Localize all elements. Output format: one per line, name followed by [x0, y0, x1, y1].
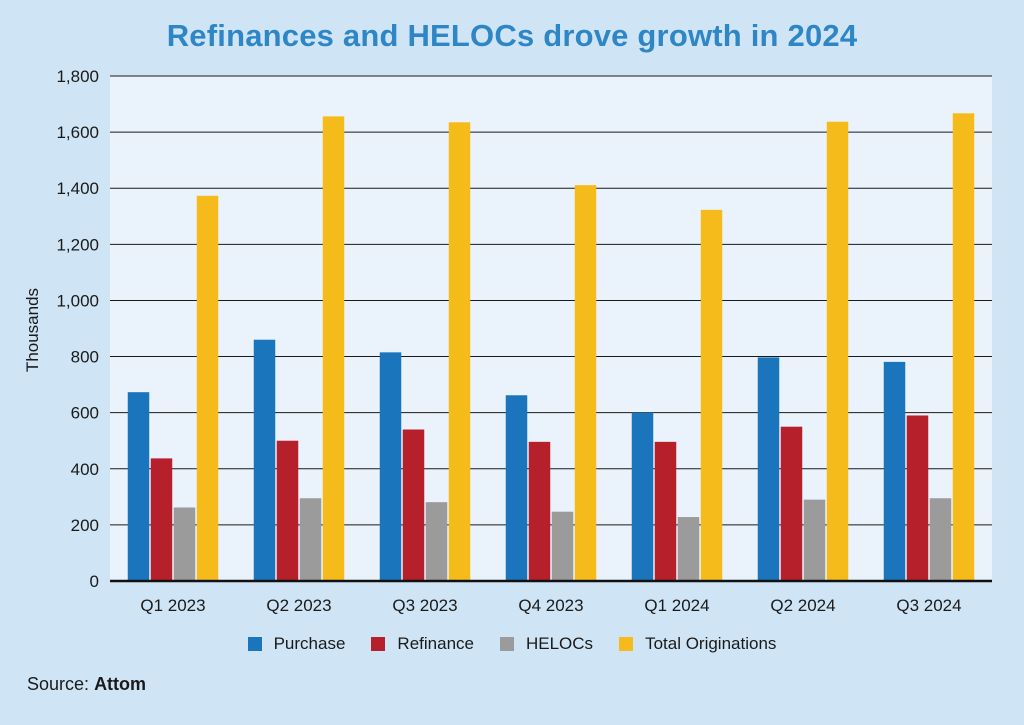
- x-tick-label: Q2 2023: [266, 596, 331, 615]
- bar-total-originations: [196, 195, 219, 581]
- bar-purchase: [757, 357, 780, 581]
- bar-refinance: [150, 458, 173, 581]
- bar-purchase: [127, 392, 150, 581]
- bar-total-originations: [322, 116, 345, 582]
- chart-title: Refinances and HELOCs drove growth in 20…: [166, 18, 858, 53]
- legend-swatch: [619, 637, 634, 651]
- y-tick-label: 0: [90, 572, 99, 591]
- bar-helocs: [677, 517, 700, 581]
- y-tick-label: 1,000: [56, 291, 99, 310]
- bar-refinance: [528, 441, 551, 581]
- y-tick-label: 1,800: [56, 67, 99, 86]
- bar-helocs: [551, 511, 574, 581]
- bar-helocs: [299, 498, 322, 581]
- bar-total-originations: [448, 122, 471, 582]
- legend-swatch: [499, 637, 514, 651]
- source-name: Attom: [94, 674, 147, 694]
- x-tick-label: Q1 2023: [140, 596, 205, 615]
- chart-legend: Purchase Refinance HELOCs Total Origination…: [0, 634, 1024, 654]
- y-tick-label: 600: [71, 404, 99, 423]
- legend-label: Total Originations: [645, 634, 777, 653]
- bar-purchase: [379, 352, 402, 581]
- bar-helocs: [425, 502, 448, 581]
- bar-purchase: [883, 361, 906, 581]
- legend-swatch: [247, 637, 262, 651]
- legend-item: Total Originations: [619, 634, 776, 654]
- bar-refinance: [276, 440, 299, 581]
- x-tick-label: Q4 2023: [518, 596, 583, 615]
- legend-item: HELOCs: [499, 634, 594, 654]
- y-tick-label: 200: [71, 516, 99, 535]
- legend-item: Refinance: [371, 634, 474, 654]
- bar-purchase: [505, 395, 528, 581]
- bar-purchase: [631, 412, 654, 581]
- bar-total-originations: [700, 209, 723, 581]
- bar-helocs: [929, 498, 952, 581]
- bar-refinance: [906, 415, 929, 581]
- legend-swatch: [371, 637, 386, 651]
- bar-helocs: [173, 507, 196, 581]
- legend-label: Purchase: [273, 634, 346, 653]
- source-label: Source:: [27, 674, 90, 694]
- bar-helocs: [803, 499, 826, 581]
- bar-refinance: [780, 426, 803, 581]
- bar-total-originations: [952, 113, 975, 581]
- bar-total-originations: [574, 185, 597, 581]
- y-tick-label: 400: [71, 460, 99, 479]
- legend-item: Purchase: [247, 634, 346, 654]
- x-tick-label: Q1 2024: [644, 596, 709, 615]
- x-tick-label: Q3 2023: [392, 596, 457, 615]
- bar-total-originations: [826, 121, 849, 581]
- source-note: Source: Attom: [27, 674, 146, 695]
- bar-refinance: [402, 429, 425, 581]
- bar-purchase: [253, 339, 276, 581]
- x-tick-label: Q2 2024: [770, 596, 835, 615]
- bar-refinance: [654, 441, 677, 581]
- y-tick-label: 1,400: [56, 179, 99, 198]
- y-tick-label: 800: [71, 348, 99, 367]
- x-tick-label: Q3 2024: [896, 596, 961, 615]
- y-tick-label: 1,600: [56, 123, 99, 142]
- plot-area: [110, 76, 992, 581]
- y-tick-label: 1,200: [56, 235, 99, 254]
- legend-label: Refinance: [397, 634, 474, 653]
- legend-label: HELOCs: [525, 634, 594, 653]
